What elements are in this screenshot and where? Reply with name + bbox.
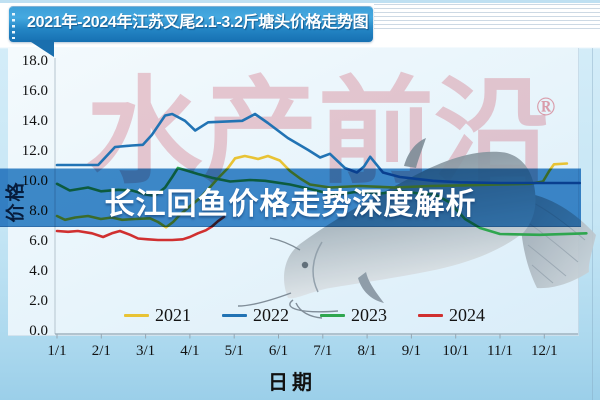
x-tick-label: 11/1: [486, 343, 514, 359]
x-tick-label: 10/1: [442, 343, 470, 359]
legend-item-2023: 2023: [320, 306, 387, 325]
page-title: 2021年-2024年江苏叉尾2.1-3.2斤塘头价格走势图: [27, 14, 369, 31]
legend-item-2024: 2024: [418, 306, 485, 325]
y-tick-label: 16.0: [21, 82, 48, 99]
panel-right-seam: [592, 48, 593, 400]
x-tick-label: 8/1: [357, 343, 377, 359]
x-tick-label: 1/1: [47, 343, 67, 359]
y-tick-label: 2.0: [29, 292, 48, 309]
x-tick-label: 2/1: [91, 343, 111, 359]
legend-item-2022: 2022: [222, 306, 289, 325]
legend-swatch: [320, 313, 345, 318]
legend-label: 2024: [449, 305, 485, 325]
chart-legend: 2021 2022 2023 2024: [124, 306, 485, 325]
y-tick-label: 14.0: [21, 112, 48, 129]
x-tick-label: 12/1: [530, 343, 558, 359]
y-tick-label: 0.0: [29, 322, 48, 339]
decorative-pinstripes: [374, 4, 600, 31]
y-tick-label: 12.0: [21, 142, 48, 159]
legend-swatch: [418, 313, 443, 318]
x-tick-label: 3/1: [136, 343, 156, 359]
legend-swatch: [222, 313, 247, 318]
title-banner: [9, 6, 373, 42]
headline-banner: [0, 168, 581, 227]
x-tick-label: 9/1: [401, 343, 421, 359]
x-tick-label: 7/1: [313, 343, 333, 359]
y-tick-label: 4.0: [29, 262, 48, 279]
dotted-accent: [12, 13, 15, 39]
headline-text: 长江回鱼价格走势深度解析: [104, 188, 477, 221]
x-axis-title: 日期: [268, 372, 316, 394]
legend-label: 2021: [155, 305, 191, 325]
legend-swatch: [124, 313, 149, 318]
legend-item-2021: 2021: [124, 306, 191, 325]
x-tick-label: 4/1: [180, 343, 200, 359]
x-tick-label: 5/1: [224, 343, 244, 359]
legend-label: 2022: [253, 305, 289, 325]
registered-trademark-icon: ®: [536, 92, 556, 121]
legend-label: 2023: [351, 305, 387, 325]
x-tick-label: 6/1: [268, 343, 289, 359]
title-banner-tail: [28, 40, 54, 57]
y-tick-label: 6.0: [29, 232, 48, 249]
